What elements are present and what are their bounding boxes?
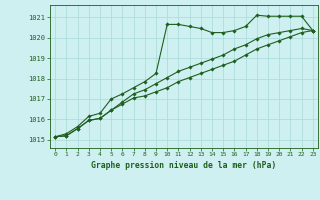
X-axis label: Graphe pression niveau de la mer (hPa): Graphe pression niveau de la mer (hPa) xyxy=(92,161,276,170)
